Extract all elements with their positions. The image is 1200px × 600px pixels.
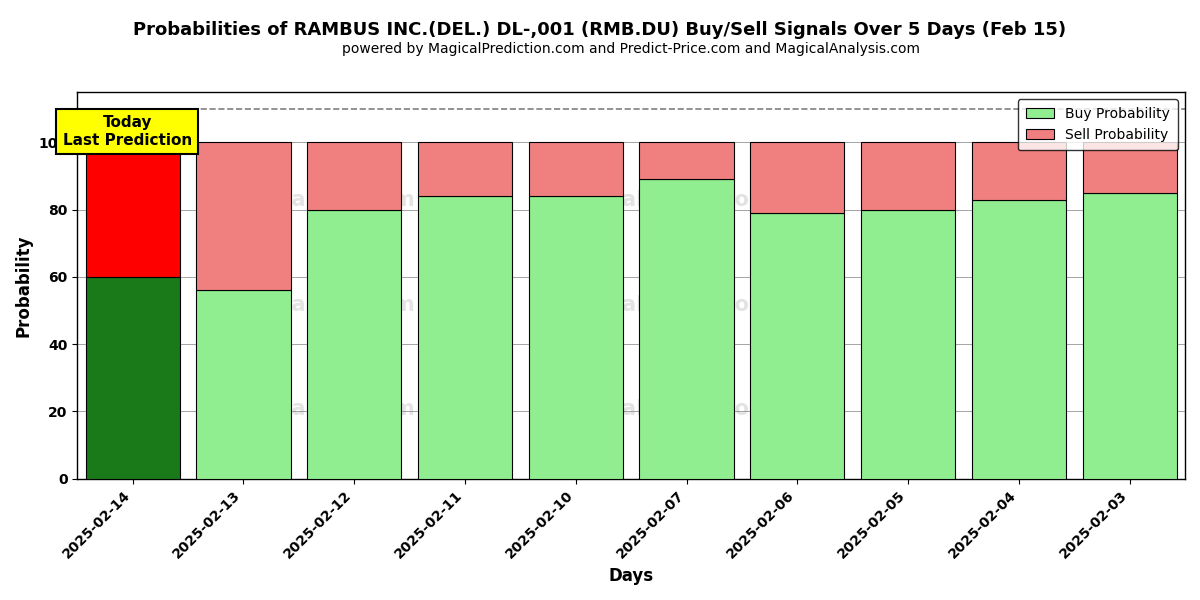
Text: Today
Last Prediction: Today Last Prediction	[62, 115, 192, 148]
Y-axis label: Probability: Probability	[14, 234, 32, 337]
Bar	[529, 142, 623, 196]
Bar	[307, 142, 401, 209]
Title: powered by MagicalPrediction.com and Predict-Price.com and MagicalAnalysis.com: powered by MagicalPrediction.com and Pre…	[342, 42, 920, 56]
Bar	[750, 213, 845, 479]
Bar	[85, 142, 180, 277]
Legend: Buy Probability, Sell Probability: Buy Probability, Sell Probability	[1018, 99, 1178, 151]
Text: MagicalPrediction.com: MagicalPrediction.com	[553, 399, 820, 419]
Bar	[750, 142, 845, 213]
X-axis label: Days: Days	[608, 567, 654, 585]
Bar	[1082, 142, 1177, 193]
Text: MagicalPrediction.com: MagicalPrediction.com	[553, 295, 820, 314]
Text: calAnalysis.com: calAnalysis.com	[227, 295, 415, 314]
Bar	[197, 290, 290, 479]
Bar	[640, 142, 733, 179]
Text: Probabilities of RAMBUS INC.(DEL.) DL-,001 (RMB.DU) Buy/Sell Signals Over 5 Days: Probabilities of RAMBUS INC.(DEL.) DL-,0…	[133, 21, 1067, 39]
Text: calAnalysis.com: calAnalysis.com	[227, 399, 415, 419]
Bar	[529, 196, 623, 479]
Text: calAnalysis.com: calAnalysis.com	[227, 190, 415, 210]
Bar	[1082, 193, 1177, 479]
Bar	[640, 179, 733, 479]
Bar	[860, 209, 955, 479]
Bar	[860, 142, 955, 209]
Bar	[85, 277, 180, 479]
Bar	[197, 142, 290, 290]
Bar	[972, 142, 1066, 200]
Bar	[418, 142, 512, 196]
Bar	[307, 209, 401, 479]
Bar	[418, 196, 512, 479]
Bar	[972, 200, 1066, 479]
Text: MagicalPrediction.com: MagicalPrediction.com	[553, 190, 820, 210]
